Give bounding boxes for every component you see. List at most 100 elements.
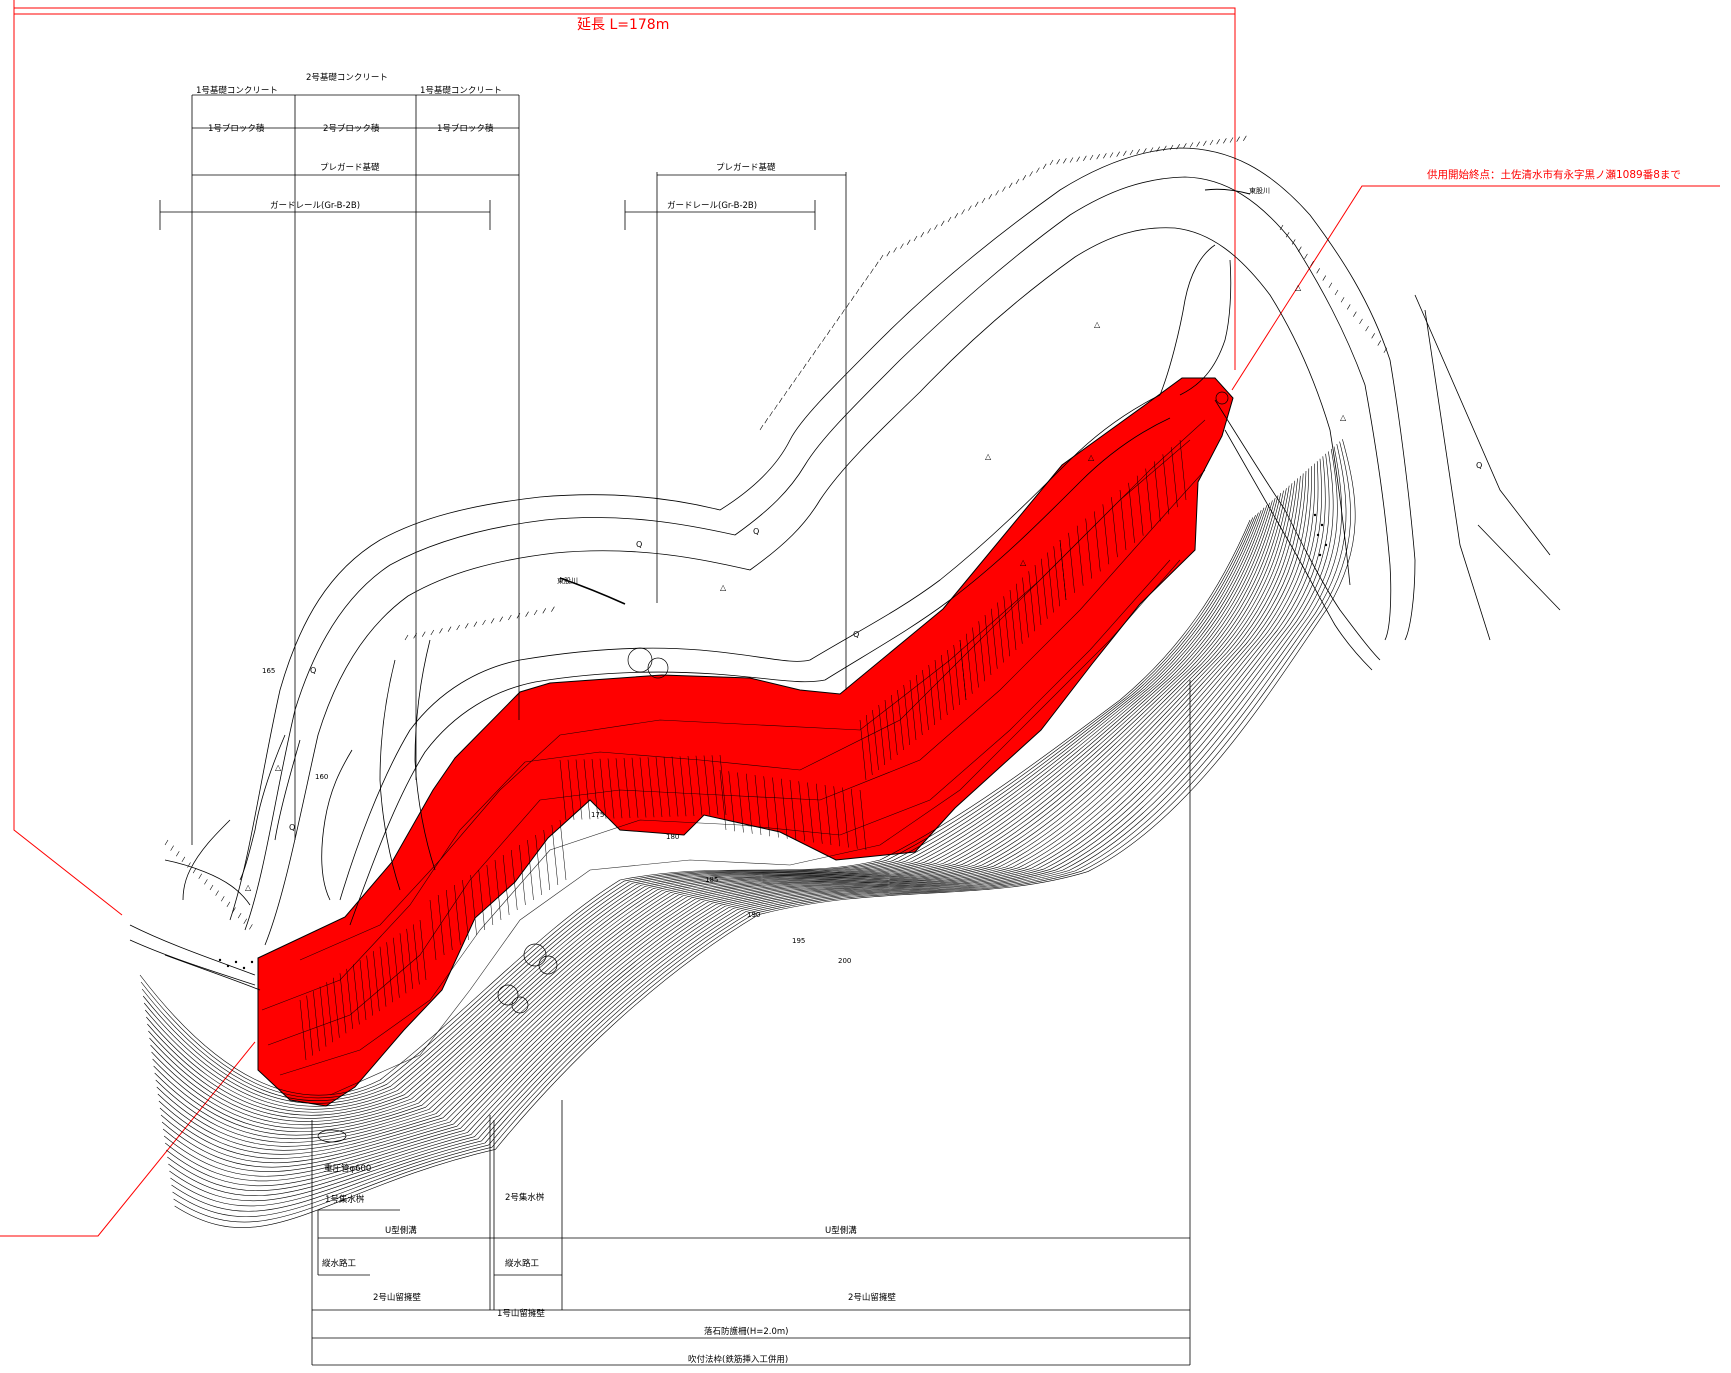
slope-tick (1156, 146, 1160, 152)
slope-tick (421, 631, 426, 637)
grid-line (623, 757, 631, 819)
grid-line (1179, 439, 1187, 501)
label-drain-left: 縦水路工 (322, 1258, 357, 1269)
slope-tick (1096, 154, 1100, 160)
slope-tick (865, 275, 869, 281)
svg-text:Q: Q (310, 666, 316, 675)
label-retaining-2-right: 2号山留擁壁 (848, 1292, 896, 1303)
slope-tick (1069, 157, 1074, 163)
slope-tick (1136, 149, 1140, 155)
contour-165: 165 (262, 667, 275, 675)
elevation-marks: △ △ △ △ △ △ △ △ △ Q Q Q Q Q Q (245, 283, 1482, 892)
slope-tick (1209, 139, 1214, 146)
grid-line (687, 755, 695, 817)
grid-line (903, 684, 910, 746)
grid-line (631, 757, 639, 818)
grid-line (567, 759, 575, 820)
label-catch-basin-2: 2号集水桝 (505, 1192, 545, 1203)
grid-line (941, 654, 948, 716)
slope-tick (1310, 260, 1314, 267)
grid-line (413, 924, 420, 985)
slope-tick (879, 254, 884, 261)
contour-line (156, 480, 1296, 1147)
contour-line (158, 475, 1301, 1155)
label-block-1b: 1号ブロック積 (437, 123, 494, 134)
slope-tick (812, 350, 817, 356)
grid-line (695, 755, 703, 816)
slope-tick (1353, 311, 1357, 317)
grid-line (1085, 518, 1092, 579)
contour-line (172, 443, 1347, 1217)
label-retaining-1: 1号山留擁壁 (497, 1308, 545, 1319)
grid-line (897, 689, 904, 751)
slope-tick (220, 896, 225, 902)
grid-line (527, 839, 534, 901)
label-concrete-1b: 1号基礎コンクリート (420, 85, 502, 96)
grid-line (789, 779, 797, 841)
contour-lines (139, 439, 1356, 1228)
slope-tick (927, 228, 931, 234)
slope-tick (430, 629, 435, 636)
slope-tick (1056, 159, 1060, 165)
slope-tick (1123, 150, 1127, 156)
grid-line (502, 854, 510, 916)
slope-tick (1083, 155, 1087, 161)
river-label-2: 東股川 (1249, 186, 1270, 195)
contour-line (147, 502, 1270, 1116)
contour-190: 190 (747, 911, 760, 919)
slope-tick (1216, 139, 1220, 145)
slope-tick (465, 623, 469, 629)
slope-tick (1346, 304, 1351, 310)
grid-line (909, 679, 917, 741)
grid-line (462, 879, 469, 941)
slope-tick (1203, 140, 1207, 146)
grid-line (575, 759, 583, 820)
grid-line (543, 829, 550, 891)
grid-line (1162, 454, 1170, 515)
grid-line (807, 782, 814, 843)
slope-tick (232, 907, 236, 913)
grid-line (1076, 525, 1084, 586)
slope-tick (192, 867, 197, 874)
construction-hatching (261, 419, 1206, 1096)
slope-tick (764, 418, 769, 424)
slope-tick (874, 261, 879, 267)
grid-line (393, 937, 400, 998)
svg-text:△: △ (1088, 453, 1095, 462)
contour-line (153, 488, 1287, 1136)
svg-text:△: △ (1020, 558, 1027, 567)
grid-line (454, 884, 461, 946)
grid-line (719, 754, 727, 816)
top-dimension-lines (159, 94, 847, 845)
svg-text:△: △ (1295, 283, 1302, 292)
slope-tick (1116, 151, 1120, 157)
construction-grid (299, 439, 1187, 1061)
slope-tick (988, 194, 993, 200)
map-labels: 東股川 東股川 165 160 175 180 185 190 195 200 (262, 186, 1270, 965)
grid-line (1128, 482, 1135, 543)
grid-line (754, 774, 762, 836)
grid-line (319, 986, 327, 1047)
slope-tick (482, 619, 486, 626)
slope-tick (961, 209, 965, 215)
contour-line (173, 441, 1351, 1223)
grid-line (1119, 489, 1127, 551)
contour-line (165, 461, 1319, 1182)
grid-line (891, 694, 898, 756)
slope-tick (774, 404, 778, 410)
slope-tick (1103, 153, 1107, 159)
slope-tick (1129, 149, 1134, 156)
contour-200: 200 (838, 957, 851, 965)
slope-tick (836, 316, 841, 322)
grid-line (824, 784, 832, 846)
slope-tick (1236, 136, 1240, 142)
slope-tick (788, 384, 793, 390)
grid-line (386, 942, 393, 1003)
slope-tick (1243, 135, 1247, 141)
slope-tick (170, 845, 174, 851)
slope-tick (954, 213, 959, 219)
contour-180: 180 (666, 833, 679, 841)
contour-line (174, 439, 1356, 1228)
grid-line (719, 769, 727, 831)
